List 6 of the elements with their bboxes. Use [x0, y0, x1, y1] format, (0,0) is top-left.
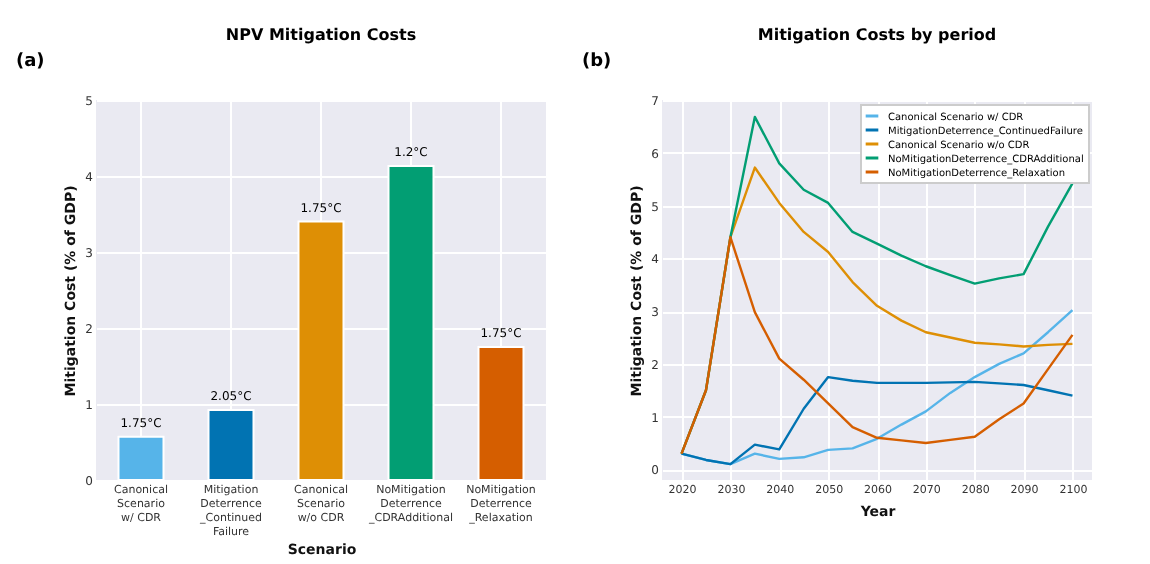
text: (b) — [582, 52, 612, 72]
chart-title: NPV Mitigation Costs — [225, 26, 417, 44]
line-series — [680, 236, 1074, 455]
text: (a) — [16, 52, 45, 72]
line-series — [680, 375, 1074, 466]
chart-title: Mitigation Costs by period — [757, 26, 997, 44]
